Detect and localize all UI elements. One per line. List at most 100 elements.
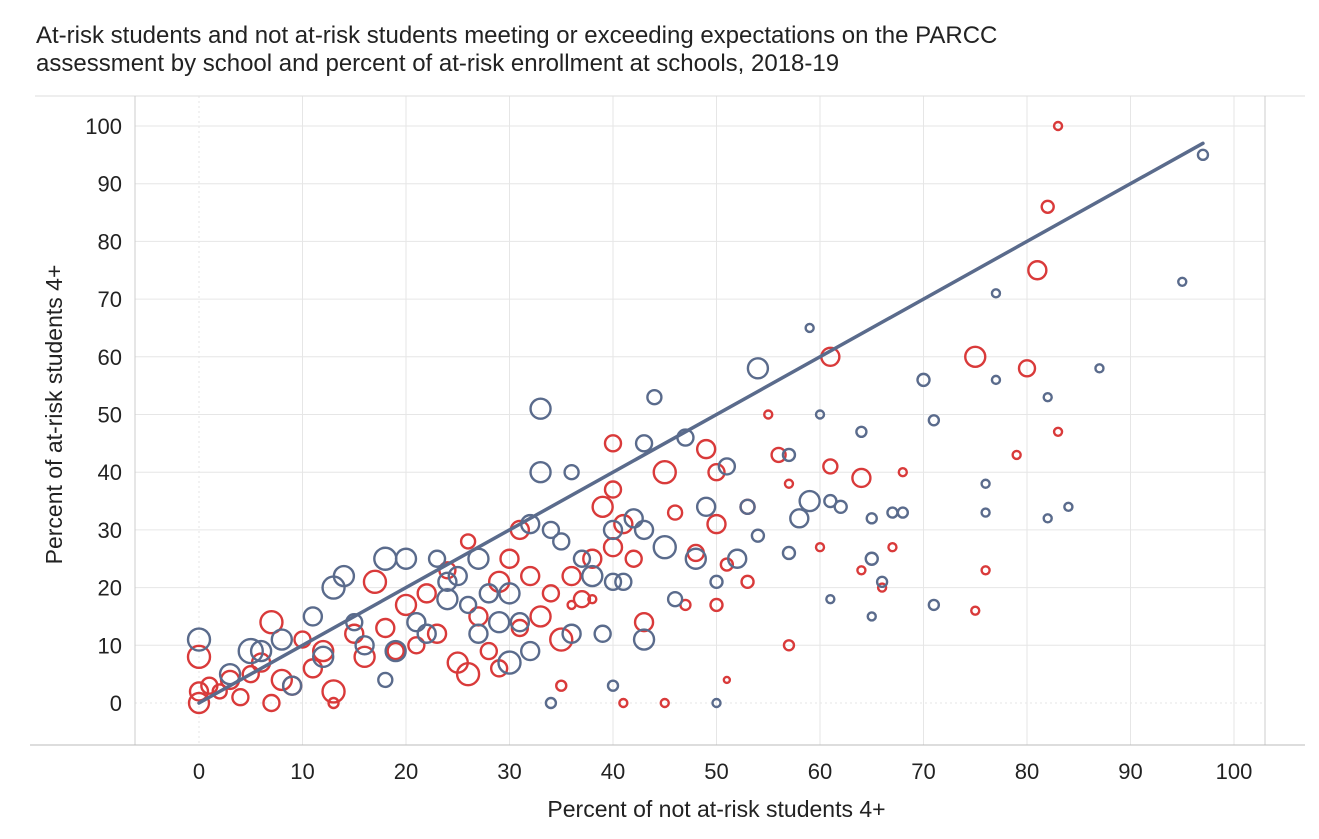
- blue-school-point: [614, 572, 633, 592]
- x-tick-label: 100: [1216, 759, 1253, 784]
- red-school-point: [426, 623, 448, 644]
- blue-school-point: [529, 397, 552, 420]
- red-school-point: [897, 467, 908, 478]
- blue-school-point: [823, 493, 838, 509]
- blue-school-point: [373, 546, 398, 571]
- blue-school-point: [1094, 363, 1105, 374]
- x-tick-label: 60: [808, 759, 832, 784]
- red-school-point: [740, 574, 755, 590]
- red-school-point: [652, 460, 677, 485]
- blue-school-point: [825, 593, 836, 605]
- x-tick-label: 80: [1015, 759, 1039, 784]
- red-school-point: [211, 683, 228, 700]
- red-school-point: [394, 593, 418, 617]
- blue-school-point: [544, 696, 558, 710]
- red-school-point: [541, 584, 561, 603]
- blue-school-point: [980, 478, 991, 489]
- blue-school-point: [695, 496, 717, 518]
- x-tick-label: 90: [1118, 759, 1142, 784]
- blue-school-point: [1177, 276, 1188, 287]
- red-school-point: [624, 549, 643, 568]
- blue-school-point: [684, 547, 707, 570]
- blue-school-point: [498, 582, 521, 605]
- blue-school-point: [781, 447, 797, 463]
- x-tick-label: 30: [497, 759, 521, 784]
- blue-school-point: [750, 528, 766, 543]
- blue-school-point: [563, 464, 580, 481]
- x-tick-label: 70: [911, 759, 935, 784]
- blue-school-point: [814, 409, 826, 420]
- red-school-point: [555, 679, 568, 692]
- chart-title: At-risk students and not at-risk student…: [36, 22, 1276, 78]
- blue-school-point: [332, 564, 356, 588]
- red-school-point: [459, 533, 477, 550]
- blue-school-point: [781, 545, 797, 561]
- x-tick-label: 10: [290, 759, 314, 784]
- blue-school-point: [302, 606, 324, 627]
- y-tick-label: 60: [98, 345, 122, 370]
- y-axis-title: Percent of at-risk students 4+: [41, 265, 67, 565]
- red-school-point: [321, 679, 346, 704]
- blue-school-point: [394, 547, 418, 570]
- data-points: [186, 120, 1210, 715]
- red-school-point: [455, 661, 481, 687]
- red-school-point: [856, 565, 867, 576]
- red-school-point: [876, 582, 888, 593]
- trendline-group: [197, 141, 1205, 705]
- red-school-point: [618, 697, 629, 709]
- y-axis-ticks: 0 10 20 30 40 50 60 70 80 90 100: [85, 114, 122, 716]
- x-axis-title: Percent of not at-risk students 4+: [547, 796, 885, 822]
- blue-school-point: [865, 512, 878, 525]
- red-school-point: [603, 480, 623, 499]
- blue-school-point: [633, 519, 655, 541]
- blue-school-point: [711, 697, 722, 709]
- trendline: [197, 141, 1205, 705]
- blue-school-point: [603, 572, 623, 592]
- blue-school-point: [746, 357, 770, 380]
- y-tick-label: 50: [98, 403, 122, 428]
- red-school-point: [549, 627, 574, 652]
- red-school-point: [707, 463, 726, 482]
- red-school-point: [259, 610, 284, 635]
- blue-school-point: [406, 612, 427, 633]
- blue-school-point: [727, 548, 748, 569]
- red-school-point: [386, 641, 405, 661]
- red-school-point: [375, 617, 396, 639]
- red-school-point: [468, 606, 489, 627]
- red-school-point: [709, 597, 724, 613]
- y-tick-label: 30: [98, 518, 122, 543]
- blue-school-point: [487, 611, 511, 634]
- blue-school-point: [602, 519, 624, 541]
- blue-school-point: [552, 532, 571, 551]
- blue-school-point: [312, 645, 335, 669]
- red-school-point: [188, 681, 210, 702]
- x-tick-label: 0: [193, 759, 205, 784]
- blue-school-point: [249, 639, 273, 663]
- y-tick-label: 0: [110, 691, 122, 716]
- red-school-point: [1040, 199, 1055, 214]
- red-school-point: [706, 513, 727, 535]
- y-tick-label: 70: [98, 287, 122, 312]
- blue-school-point: [864, 551, 879, 566]
- blue-school-point: [270, 628, 293, 651]
- red-school-point: [241, 664, 260, 684]
- red-school-point: [814, 542, 826, 553]
- red-school-point: [566, 599, 577, 611]
- red-school-point: [572, 589, 592, 609]
- red-school-point: [529, 605, 552, 628]
- x-tick-label: 20: [394, 759, 418, 784]
- blue-school-point: [458, 595, 478, 615]
- blue-school-point: [866, 611, 877, 622]
- blue-school-point: [652, 535, 677, 560]
- red-school-point: [686, 543, 705, 563]
- blue-school-point: [798, 489, 821, 513]
- blue-school-point: [646, 388, 663, 406]
- red-school-point: [1011, 449, 1022, 461]
- red-school-point: [633, 612, 655, 633]
- blue-school-point: [980, 507, 991, 518]
- blue-school-point: [186, 627, 212, 652]
- blue-school-point: [789, 508, 810, 529]
- red-school-point: [964, 345, 987, 368]
- red-school-point: [353, 645, 376, 669]
